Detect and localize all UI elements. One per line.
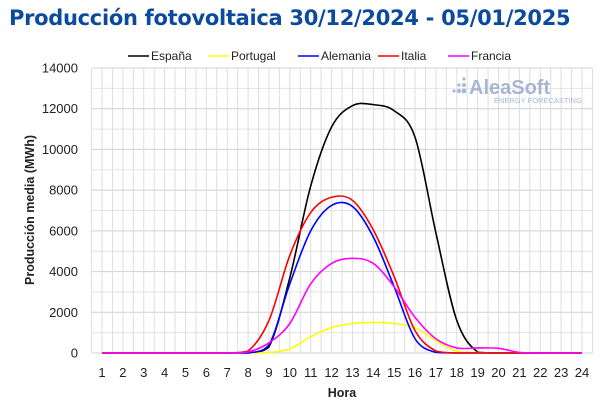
y-tick-label: 8000 [49, 183, 78, 198]
x-tick-label: 13 [345, 365, 359, 380]
legend-label: Francia [471, 49, 511, 63]
x-tick-label: 7 [224, 365, 231, 380]
svg-text:AleaSoft: AleaSoft [469, 77, 550, 99]
grid [91, 67, 593, 354]
y-tick-label: 12000 [42, 101, 78, 116]
x-tick-label: 10 [283, 365, 297, 380]
y-tick-label: 2000 [49, 305, 78, 320]
legend-label: Alemania [321, 49, 371, 63]
x-tick-label: 24 [575, 365, 589, 380]
x-axis-label: Hora [328, 386, 358, 400]
x-tick-label: 14 [366, 365, 380, 380]
x-tick-label: 19 [470, 365, 484, 380]
legend-label: España [151, 49, 192, 63]
x-tick-label: 1 [98, 365, 105, 380]
x-tick-label: 18 [450, 365, 464, 380]
y-tick-label: 6000 [49, 223, 78, 238]
x-tick-label: 16 [408, 365, 422, 380]
y-tick-label: 10000 [42, 142, 78, 157]
x-tick-label: 3 [140, 365, 147, 380]
x-tick-label: 11 [304, 365, 318, 380]
y-tick-label: 4000 [49, 264, 78, 279]
x-tick-label: 17 [429, 365, 443, 380]
svg-text:ENERGY FORECASTING: ENERGY FORECASTING [494, 96, 582, 105]
x-tick-label: 4 [161, 365, 168, 380]
x-tick-label: 2 [119, 365, 126, 380]
x-tick-label: 8 [244, 365, 251, 380]
x-tick-label: 21 [512, 365, 526, 380]
x-tick-label: 15 [387, 365, 401, 380]
y-axis-label: Producción media (MWh) [23, 135, 37, 285]
chart-title: Producción fotovoltaica 30/12/2024 - 05/… [9, 6, 571, 30]
legend-label: Italia [401, 49, 427, 63]
series-line-francia [102, 257, 582, 354]
x-tick-label: 9 [265, 365, 272, 380]
x-tick-label: 23 [554, 365, 568, 380]
x-tick-label: 6 [203, 365, 210, 380]
x-tick-label: 22 [533, 365, 547, 380]
y-tick-label: 0 [71, 346, 78, 361]
aleasoft-logo: AleaSoft ENERGY FORECASTING [452, 77, 582, 105]
legend-label: Portugal [231, 49, 276, 63]
x-tick-label: 12 [324, 365, 338, 380]
x-tick-label: 5 [182, 365, 189, 380]
legend: España Portugal Alemania Italia Francia [128, 49, 511, 63]
y-tick-label: 14000 [42, 61, 78, 76]
x-tick-label: 20 [491, 365, 505, 380]
